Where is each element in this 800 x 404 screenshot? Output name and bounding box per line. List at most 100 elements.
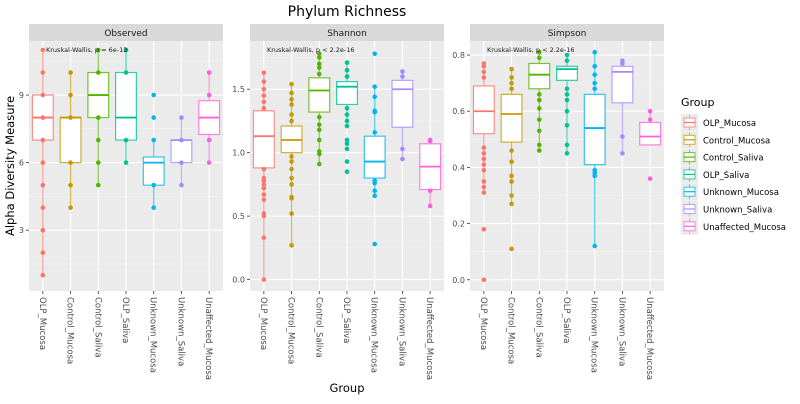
data-point <box>647 117 653 122</box>
data-point <box>261 182 267 187</box>
panel-observed: Observed 3 6 9 Kruskal-Wallis, p = 6e-13 OLP_… <box>19 24 223 380</box>
data-point <box>481 226 487 232</box>
data-point <box>40 47 46 53</box>
legend-item: Unknown_Mucosa <box>681 183 779 201</box>
box-unknown-saliva <box>170 115 193 188</box>
data-point <box>68 115 73 120</box>
data-point <box>400 69 405 74</box>
legend-label: Control_Mucosa <box>703 136 770 146</box>
data-point <box>40 272 46 278</box>
data-point <box>536 55 542 61</box>
data-point <box>316 161 322 167</box>
data-point <box>536 106 542 111</box>
legend-item: OLP_Mucosa <box>681 114 756 131</box>
legend-item: OLP_Saliva <box>681 165 749 183</box>
x-tick-label: Unknown_Saliva <box>396 297 406 366</box>
x-tick-label: Control_Mucosa <box>286 297 296 364</box>
data-point <box>344 60 350 65</box>
data-point <box>372 51 378 56</box>
data-point <box>151 115 157 120</box>
data-point <box>592 86 598 92</box>
data-point <box>564 108 570 114</box>
facet-strip-label: Observed <box>104 29 147 39</box>
box-unaffected-mucosa <box>639 108 662 181</box>
data-point <box>289 81 294 87</box>
data-point <box>289 166 294 172</box>
data-point <box>564 122 570 128</box>
data-point <box>509 80 514 86</box>
y-tick-label: 1.5 <box>232 85 245 94</box>
data-point <box>509 75 514 80</box>
data-point <box>151 205 157 210</box>
box <box>170 139 193 164</box>
data-point <box>261 93 267 98</box>
data-point <box>151 182 157 188</box>
legend-item: Unknown_Saliva <box>681 200 772 218</box>
box <box>308 77 331 113</box>
box-olp-mucosa <box>252 70 275 282</box>
data-point <box>289 211 294 216</box>
y-tick-label: 0.0 <box>232 276 245 285</box>
data-point <box>344 159 350 164</box>
box-control-saliva <box>308 51 331 167</box>
data-point <box>316 149 322 154</box>
data-point <box>481 190 487 195</box>
y-tick-label: 1.0 <box>232 149 245 158</box>
y-tick-label: 0.8 <box>452 51 465 60</box>
data-point <box>40 137 46 143</box>
data-point <box>68 182 73 188</box>
y-tick-label: 0.5 <box>232 212 245 221</box>
panel-simpson: Simpson 0.0 0.2 0.4 0.6 0.8 Kruskal-Wallis, p … <box>452 24 664 380</box>
x-tick-label: OLP_Saliva <box>341 297 351 343</box>
data-point <box>68 92 73 98</box>
x-tick-label: Unknown_Saliva <box>175 297 185 366</box>
box-control-mucosa <box>59 70 82 210</box>
box <box>59 116 82 164</box>
data-point <box>536 49 542 55</box>
box <box>583 93 606 166</box>
data-point <box>40 92 46 98</box>
data-point <box>316 127 322 133</box>
box <box>528 62 551 90</box>
data-point <box>564 86 570 92</box>
data-point <box>344 112 350 117</box>
data-point <box>316 65 322 70</box>
data-point <box>151 137 157 143</box>
data-point <box>261 277 267 282</box>
data-point <box>261 197 267 202</box>
box <box>363 135 386 179</box>
data-point <box>481 167 487 173</box>
data-point <box>372 193 378 199</box>
data-point <box>509 86 514 92</box>
data-point <box>261 166 267 172</box>
data-point <box>372 108 378 114</box>
facet-strip <box>250 24 444 41</box>
kruskal-wallis-annotation: Kruskal-Wallis, p = 6e-13 <box>46 46 127 54</box>
data-point <box>40 250 46 256</box>
data-point <box>344 146 350 152</box>
legend-label: Unknown_Saliva <box>703 206 772 216</box>
x-tick-label: Unknown_Saliva <box>616 297 626 366</box>
data-point <box>509 179 514 184</box>
facet-strip <box>470 24 664 41</box>
legend-item: Control_Saliva <box>681 148 764 166</box>
x-tick-label: Control_Saliva <box>533 297 543 358</box>
data-point <box>261 79 267 84</box>
box <box>472 85 495 135</box>
data-point <box>372 241 378 247</box>
box-control-mucosa <box>280 81 303 248</box>
data-point <box>592 80 598 86</box>
box-olp-saliva <box>115 47 137 165</box>
x-tick-label: OLP_Saliva <box>120 297 130 343</box>
data-point <box>509 193 514 198</box>
data-point <box>316 71 322 77</box>
box-unknown-mucosa <box>142 92 165 210</box>
data-point <box>95 70 101 75</box>
box <box>142 156 165 186</box>
box <box>500 93 523 143</box>
data-point <box>261 70 267 76</box>
data-point <box>40 205 46 210</box>
data-point <box>481 277 487 283</box>
data-point <box>289 194 294 200</box>
data-point <box>536 117 542 122</box>
